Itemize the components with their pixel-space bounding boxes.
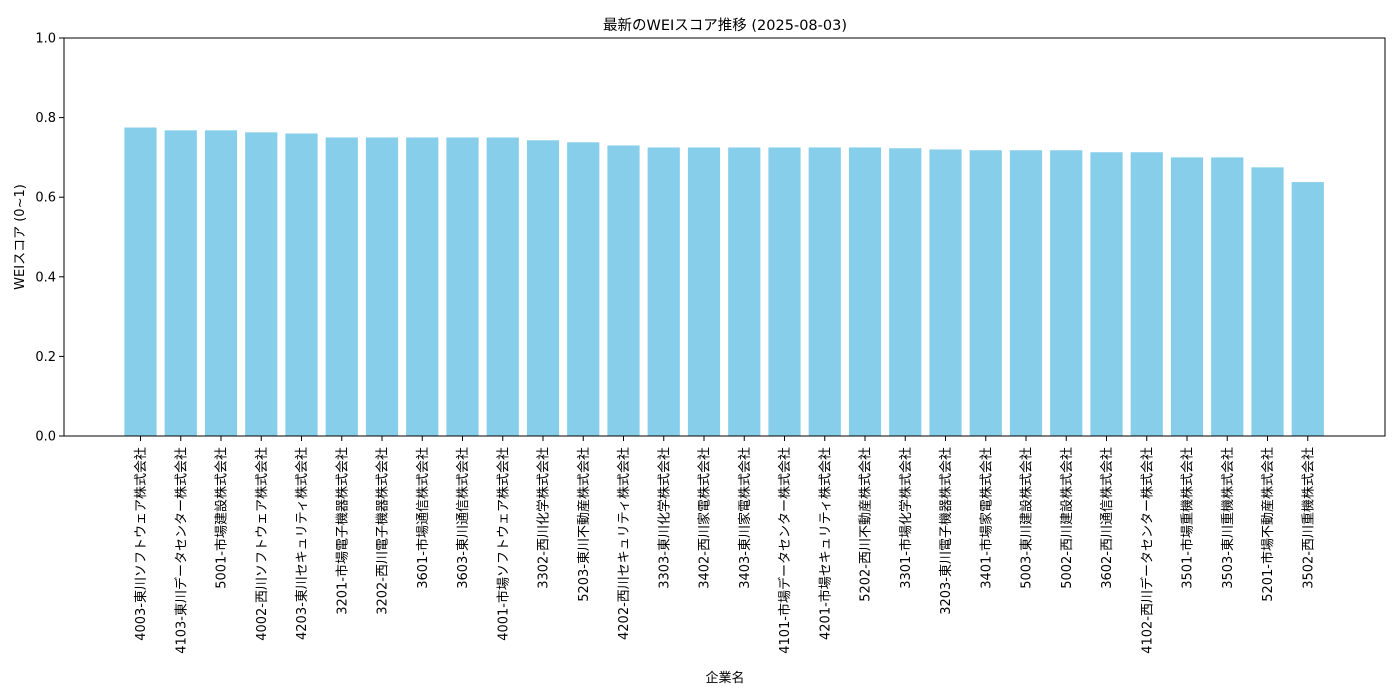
bar [1090,152,1123,437]
y-axis: 0.0 0.2 0.4 0.6 0.8 1.0 [35,32,64,445]
chart-title: 最新のWEIスコア推移 (2025-08-03) [603,17,847,34]
x-tick-label: 3301-市場化学株式会社 [898,447,914,589]
y-tick-label: 0.0 [35,430,56,445]
y-tick-label: 0.6 [35,191,56,206]
bar [929,149,962,436]
x-tick-label: 4003-東川ソフトウェア株式会社 [133,447,149,641]
bar [446,137,479,436]
bar [607,145,640,436]
x-tick-label: 3501-市場重機株式会社 [1180,447,1196,589]
x-tick-label: 5003-東川建設株式会社 [1019,447,1035,589]
bar [526,140,560,437]
bar [808,147,841,436]
y-tick-label: 0.4 [35,270,56,285]
bar [1291,182,1324,436]
x-tick-label: 3402-西川家電株式会社 [697,447,713,589]
plot-frame [63,37,1386,437]
x-tick-label: 3303-東川化学株式会社 [656,447,672,589]
x-tick-label: 4001-市場ソフトウェア株式会社 [495,447,511,641]
x-tick-label: 4103-東川データセンター株式会社 [173,447,189,654]
x-tick-label: 3603-東川通信株式会社 [455,447,471,589]
x-tick-label: 5001-市場建設株式会社 [214,447,230,589]
x-tick-label: 3203-東川電子機器株式会社 [938,447,954,615]
x-tick-label: 5202-西川不動産株式会社 [858,447,874,602]
y-axis-title: WEIスコア (0~1) [13,184,28,290]
bar [1251,167,1284,436]
x-tick-label: 3201-市場電子機器株式会社 [334,447,350,615]
x-tick-label: 5002-西川建設株式会社 [1059,447,1075,589]
x-tick-label: 3202-西川電子機器株式会社 [375,447,391,615]
y-tick-label: 0.2 [35,350,56,365]
x-tick-label: 4101-市場データセンター株式会社 [777,447,793,654]
bar [204,130,238,436]
y-tick-label: 0.8 [35,111,56,126]
x-tick-label: 4202-西川セキュリティ株式会社 [616,447,632,640]
bar [486,137,519,436]
x-tick-label: 3601-市場通信株式会社 [415,447,431,589]
x-tick-label: 3503-東川重機株式会社 [1220,447,1236,589]
x-tick-label: 4201-市場セキュリティ株式会社 [817,447,833,640]
bar [245,132,278,436]
bar [1050,150,1083,437]
bar [567,142,600,436]
x-tick-label: 3302-西川化学株式会社 [536,447,552,589]
x-axis-title: 企業名 [705,670,744,686]
bar [164,130,197,436]
bar [325,137,358,436]
x-tick-label: 4002-西川ソフトウェア株式会社 [254,447,270,641]
bar [728,147,761,436]
bar [406,137,439,436]
x-tick-label: 3502-西川重機株式会社 [1300,447,1316,589]
x-tick-label: 3403-東川家電株式会社 [737,447,753,589]
bar [1009,150,1043,437]
y-tick-label: 1.0 [35,32,56,47]
x-axis: 4003-東川ソフトウェア株式会社 4103-東川データセンター株式会社 5001-… [133,436,1316,654]
x-tick-label: 4203-東川セキュリティ株式会社 [294,447,310,640]
bar [1211,157,1244,436]
x-tick-label: 4102-西川データセンター株式会社 [1139,447,1155,654]
bar [687,147,721,436]
bar [889,148,922,436]
bar [1130,152,1163,437]
x-tick-label: 5203-東川不動産株式会社 [576,447,592,602]
x-tick-label: 5201-市場不動産株式会社 [1260,447,1276,602]
x-tick-label: 3401-市場家電株式会社 [978,447,994,589]
bar [848,147,882,436]
bars-group [124,127,1324,437]
bar [124,127,157,437]
bar [365,137,399,436]
bar [647,147,680,436]
bar [285,133,318,436]
bar [969,150,1002,437]
x-tick-label: 3602-西川通信株式会社 [1099,447,1115,589]
bar [768,147,801,436]
bar [1170,157,1204,436]
